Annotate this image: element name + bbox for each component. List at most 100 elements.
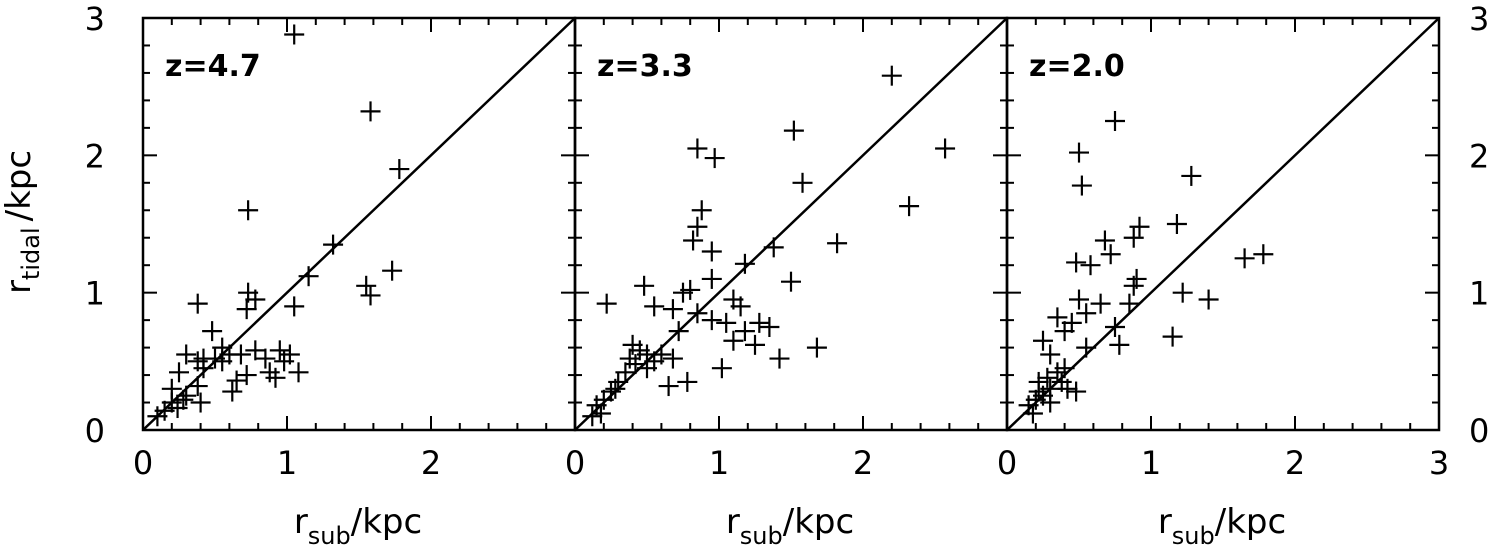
- data-point: [619, 348, 640, 369]
- x-axis-title-2: rsub/kpc: [726, 502, 854, 550]
- data-point: [226, 370, 247, 391]
- data-point: [734, 321, 755, 342]
- data-point: [582, 406, 603, 427]
- data-point: [284, 296, 305, 317]
- data-point: [176, 344, 197, 365]
- data-point: [265, 367, 286, 388]
- y-tick-label: 0: [85, 412, 105, 450]
- data-point: [711, 358, 732, 379]
- data-point: [701, 241, 722, 262]
- panel-2: 0 1 2 z=3.3: [565, 16, 1009, 482]
- data-point: [259, 362, 280, 383]
- data-point: [1162, 326, 1183, 347]
- data-point: [245, 340, 266, 361]
- data-point: [269, 340, 290, 361]
- data-point: [596, 293, 617, 314]
- data-point: [687, 303, 708, 324]
- data-point: [1076, 337, 1097, 358]
- data-point: [881, 65, 902, 86]
- data-point: [1022, 403, 1043, 424]
- data-point: [1080, 255, 1101, 276]
- data-point: [687, 138, 708, 159]
- x-axis-title-1-main: r: [294, 502, 308, 542]
- data-point: [1234, 248, 1255, 269]
- data-point: [323, 234, 344, 255]
- data-point: [662, 348, 683, 369]
- x-axis-title-3: rsub/kpc: [1158, 502, 1286, 550]
- data-point: [745, 334, 765, 355]
- x-tick-label: 0: [133, 444, 153, 482]
- y-axis-title-main: r: [0, 280, 39, 294]
- x-axis-title-2-sub: sub: [740, 522, 783, 550]
- data-point: [677, 371, 698, 392]
- data-point: [759, 317, 780, 337]
- data-point: [651, 344, 672, 365]
- data-point: [236, 365, 257, 386]
- data-point: [1033, 330, 1053, 351]
- data-point: [662, 299, 683, 320]
- data-point: [288, 362, 309, 383]
- data-point: [1181, 165, 1202, 186]
- y-tick-label: 1: [85, 275, 105, 313]
- x-axis-title-1-sub: sub: [308, 522, 351, 550]
- data-point: [190, 392, 211, 413]
- redshift-label: z=3.3: [597, 49, 693, 84]
- data-point: [389, 159, 410, 180]
- data-point: [1172, 282, 1193, 303]
- data-point: [704, 148, 725, 169]
- x-tick-label: 2: [853, 444, 873, 482]
- data-point: [1069, 142, 1089, 163]
- svg-text:rtidal/kpc: rtidal/kpc: [0, 150, 45, 294]
- data-point: [169, 362, 189, 383]
- data-point: [730, 296, 751, 317]
- data-point: [236, 299, 257, 320]
- data-point: [586, 395, 607, 416]
- data-point: [637, 358, 657, 379]
- data-point: [806, 337, 827, 358]
- data-point: [187, 376, 208, 397]
- data-point: [1040, 392, 1061, 413]
- data-point: [1066, 252, 1087, 273]
- svg-text:rsub/kpc: rsub/kpc: [726, 502, 854, 550]
- x-tick-label: 3: [1429, 444, 1449, 482]
- data-point: [238, 200, 259, 221]
- svg-text:rsub/kpc: rsub/kpc: [1158, 502, 1286, 550]
- data-point: [1198, 289, 1219, 310]
- data-point: [1123, 227, 1144, 248]
- data-point: [1094, 230, 1115, 251]
- data-point: [1018, 395, 1039, 416]
- x-tick-label: 0: [997, 444, 1017, 482]
- data-point: [176, 385, 197, 406]
- data-point: [1129, 216, 1150, 237]
- data-point: [935, 138, 956, 159]
- data-point: [723, 330, 744, 351]
- data-point: [792, 172, 813, 193]
- data-point: [1166, 214, 1187, 234]
- data-point: [590, 403, 611, 424]
- data-point: [658, 376, 679, 397]
- data-point: [1040, 344, 1061, 365]
- data-point: [1037, 367, 1058, 388]
- svg-text:rsub/kpc: rsub/kpc: [294, 502, 422, 550]
- data-point: [230, 344, 251, 365]
- y-axis-title: rtidal/kpc: [0, 150, 45, 294]
- data-point: [1090, 293, 1111, 314]
- panel-1: 0 1 2 0 1 2 3 z=4.7: [85, 0, 577, 482]
- data-point: [763, 237, 784, 258]
- data-point: [769, 348, 790, 369]
- data-point: [222, 381, 243, 402]
- data-point: [1100, 244, 1121, 265]
- y-tick-label: 2: [85, 137, 105, 175]
- data-point: [683, 230, 704, 251]
- data-point: [382, 260, 403, 281]
- x-axis-title-3-unit: /kpc: [1215, 502, 1286, 542]
- data-point: [1119, 293, 1140, 314]
- data-point: [1054, 321, 1075, 342]
- data-point: [1071, 175, 1092, 196]
- data-point: [1057, 378, 1078, 399]
- redshift-label: z=2.0: [1029, 49, 1125, 84]
- data-point: [161, 378, 182, 399]
- data-point: [781, 271, 801, 292]
- x-axis-title-1: rsub/kpc: [294, 502, 422, 550]
